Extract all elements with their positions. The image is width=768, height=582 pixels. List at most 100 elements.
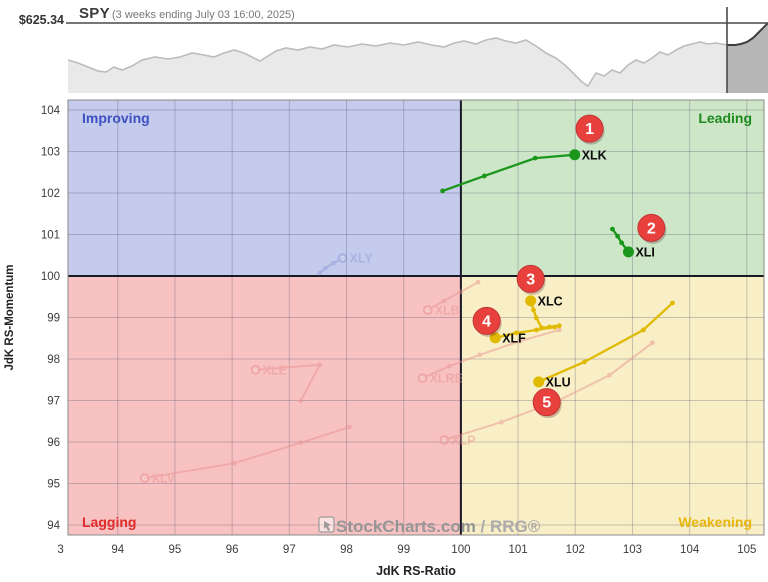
trail-node — [556, 323, 562, 329]
price-label: $625.34 — [18, 13, 64, 27]
badge-number: 5 — [542, 395, 551, 412]
trail-node — [330, 260, 336, 266]
head-dot-XLI[interactable] — [622, 246, 634, 258]
trail-node — [607, 372, 612, 378]
quadrant-label-lagging: Lagging — [82, 514, 136, 530]
head-dot-XLU[interactable] — [533, 376, 545, 388]
spy-price-line — [67, 37, 728, 88]
x-tick-label: 104 — [680, 544, 700, 556]
badge-circle — [516, 264, 545, 293]
badge-1: 1 — [575, 114, 605, 145]
head-dot-XLB[interactable] — [422, 305, 433, 316]
trail-XLRE[interactable]: XLRE — [417, 327, 562, 386]
badge-circle — [575, 114, 604, 143]
quadrant-weakening — [460, 275, 764, 535]
trail-XLU[interactable]: XLU — [533, 300, 675, 390]
badge-2: 2 — [637, 213, 667, 244]
cursor-arrow-icon — [324, 521, 331, 531]
y-tick-label: 100 — [41, 271, 60, 283]
ticker-label-XLF[interactable]: XLF — [502, 331, 526, 345]
ticker-label-XLU[interactable]: XLU — [546, 375, 571, 389]
trail-node — [232, 460, 237, 466]
badge-circle — [637, 213, 666, 242]
head-dot-XLE[interactable] — [250, 364, 261, 375]
y-tick-label: 103 — [41, 146, 60, 158]
watermark-text: StockCharts.com / RRG® — [336, 517, 541, 536]
trail-node — [477, 352, 483, 358]
trail-line-XLU — [537, 301, 674, 383]
trail-XLC[interactable]: XLC — [525, 294, 563, 331]
ticker-label-XLY[interactable]: XLY — [350, 252, 374, 266]
x-tick-label: 98 — [340, 544, 353, 556]
trail-node — [539, 325, 544, 331]
stockcharts-watermark: StockCharts.com / RRG® — [318, 516, 541, 536]
ticker-label-XLI[interactable]: XLI — [635, 245, 654, 259]
y-tick-label: 98 — [47, 354, 60, 366]
trail-line-XLY — [318, 257, 344, 275]
trail-node — [517, 338, 523, 344]
trail-node — [533, 315, 539, 321]
x-tick-label: 96 — [226, 544, 239, 556]
spy-sparkline-chart — [66, 7, 768, 93]
rrg-chart: Improving Leading Lagging Weakening StockCha… — [4, 99, 765, 578]
head-dot-XLY[interactable] — [337, 253, 348, 264]
quadrant-improving — [68, 100, 461, 276]
y-tick-label: 97 — [47, 396, 60, 408]
spy-area — [68, 38, 727, 93]
trail-node — [670, 300, 675, 306]
ticker-label-XLE[interactable]: XLE — [263, 363, 287, 377]
trail-node — [475, 279, 481, 285]
badge-4: 4 — [472, 306, 502, 337]
trail-XLI[interactable]: XLI — [610, 226, 655, 260]
trail-XLB[interactable]: XLB — [422, 279, 481, 318]
ticker-label-XLK[interactable]: XLK — [582, 148, 607, 162]
head-dot-XLRE[interactable] — [417, 373, 428, 384]
x-tick-label: 103 — [623, 544, 642, 556]
badge-circle — [472, 306, 501, 335]
trail-node — [532, 155, 538, 161]
trail-node — [615, 233, 620, 239]
y-tick-label: 94 — [47, 520, 60, 532]
trail-node — [346, 424, 352, 430]
trail-node — [556, 327, 562, 333]
trail-line-XLV — [143, 426, 351, 480]
trail-XLK[interactable]: XLK — [440, 148, 607, 194]
trail-node — [447, 363, 452, 369]
trail-node — [650, 340, 655, 346]
trail-XLV[interactable]: XLV — [139, 424, 352, 486]
x-axis-title: JdK RS-Ratio — [376, 564, 456, 578]
trail-line-XLK — [441, 153, 576, 193]
trail-node — [298, 398, 304, 404]
head-dot-XLC[interactable] — [525, 295, 537, 307]
y-tick-label: 102 — [41, 188, 60, 200]
badge-3: 3 — [516, 264, 546, 295]
trail-line-XLI — [611, 227, 630, 254]
trail-node — [533, 327, 539, 333]
head-dot-XLF[interactable] — [489, 332, 501, 344]
trail-node — [547, 324, 552, 330]
badge-number: 2 — [647, 220, 656, 237]
ticker-label-XLRE[interactable]: XLRE — [430, 372, 463, 386]
trail-node — [317, 270, 323, 276]
x-tick-label: 94 — [111, 544, 124, 556]
x-tick-label: 99 — [397, 544, 410, 556]
trail-node — [481, 173, 487, 179]
head-dot-XLV[interactable] — [139, 473, 150, 484]
trail-XLE[interactable]: XLE — [250, 362, 323, 404]
trail-node — [441, 298, 447, 304]
head-dot-XLP[interactable] — [439, 434, 450, 445]
ticker-label-XLB[interactable]: XLB — [435, 304, 460, 318]
ticker-label-XLV[interactable]: XLV — [152, 472, 176, 486]
badge-number: 1 — [585, 121, 594, 138]
plot-frame — [67, 99, 765, 536]
x-tick-label: 97 — [283, 544, 296, 556]
ticker-label-XLP[interactable]: XLP — [451, 433, 475, 447]
ticker-label-XLC[interactable]: XLC — [538, 294, 563, 308]
y-tick-label: 96 — [47, 437, 60, 449]
quadrant-label-weakening: Weakening — [678, 514, 752, 530]
trail-XLY[interactable]: XLY — [317, 252, 373, 276]
x-tick-label: 101 — [508, 544, 527, 556]
head-dot-XLK[interactable] — [569, 149, 581, 161]
trail-node — [610, 226, 615, 232]
